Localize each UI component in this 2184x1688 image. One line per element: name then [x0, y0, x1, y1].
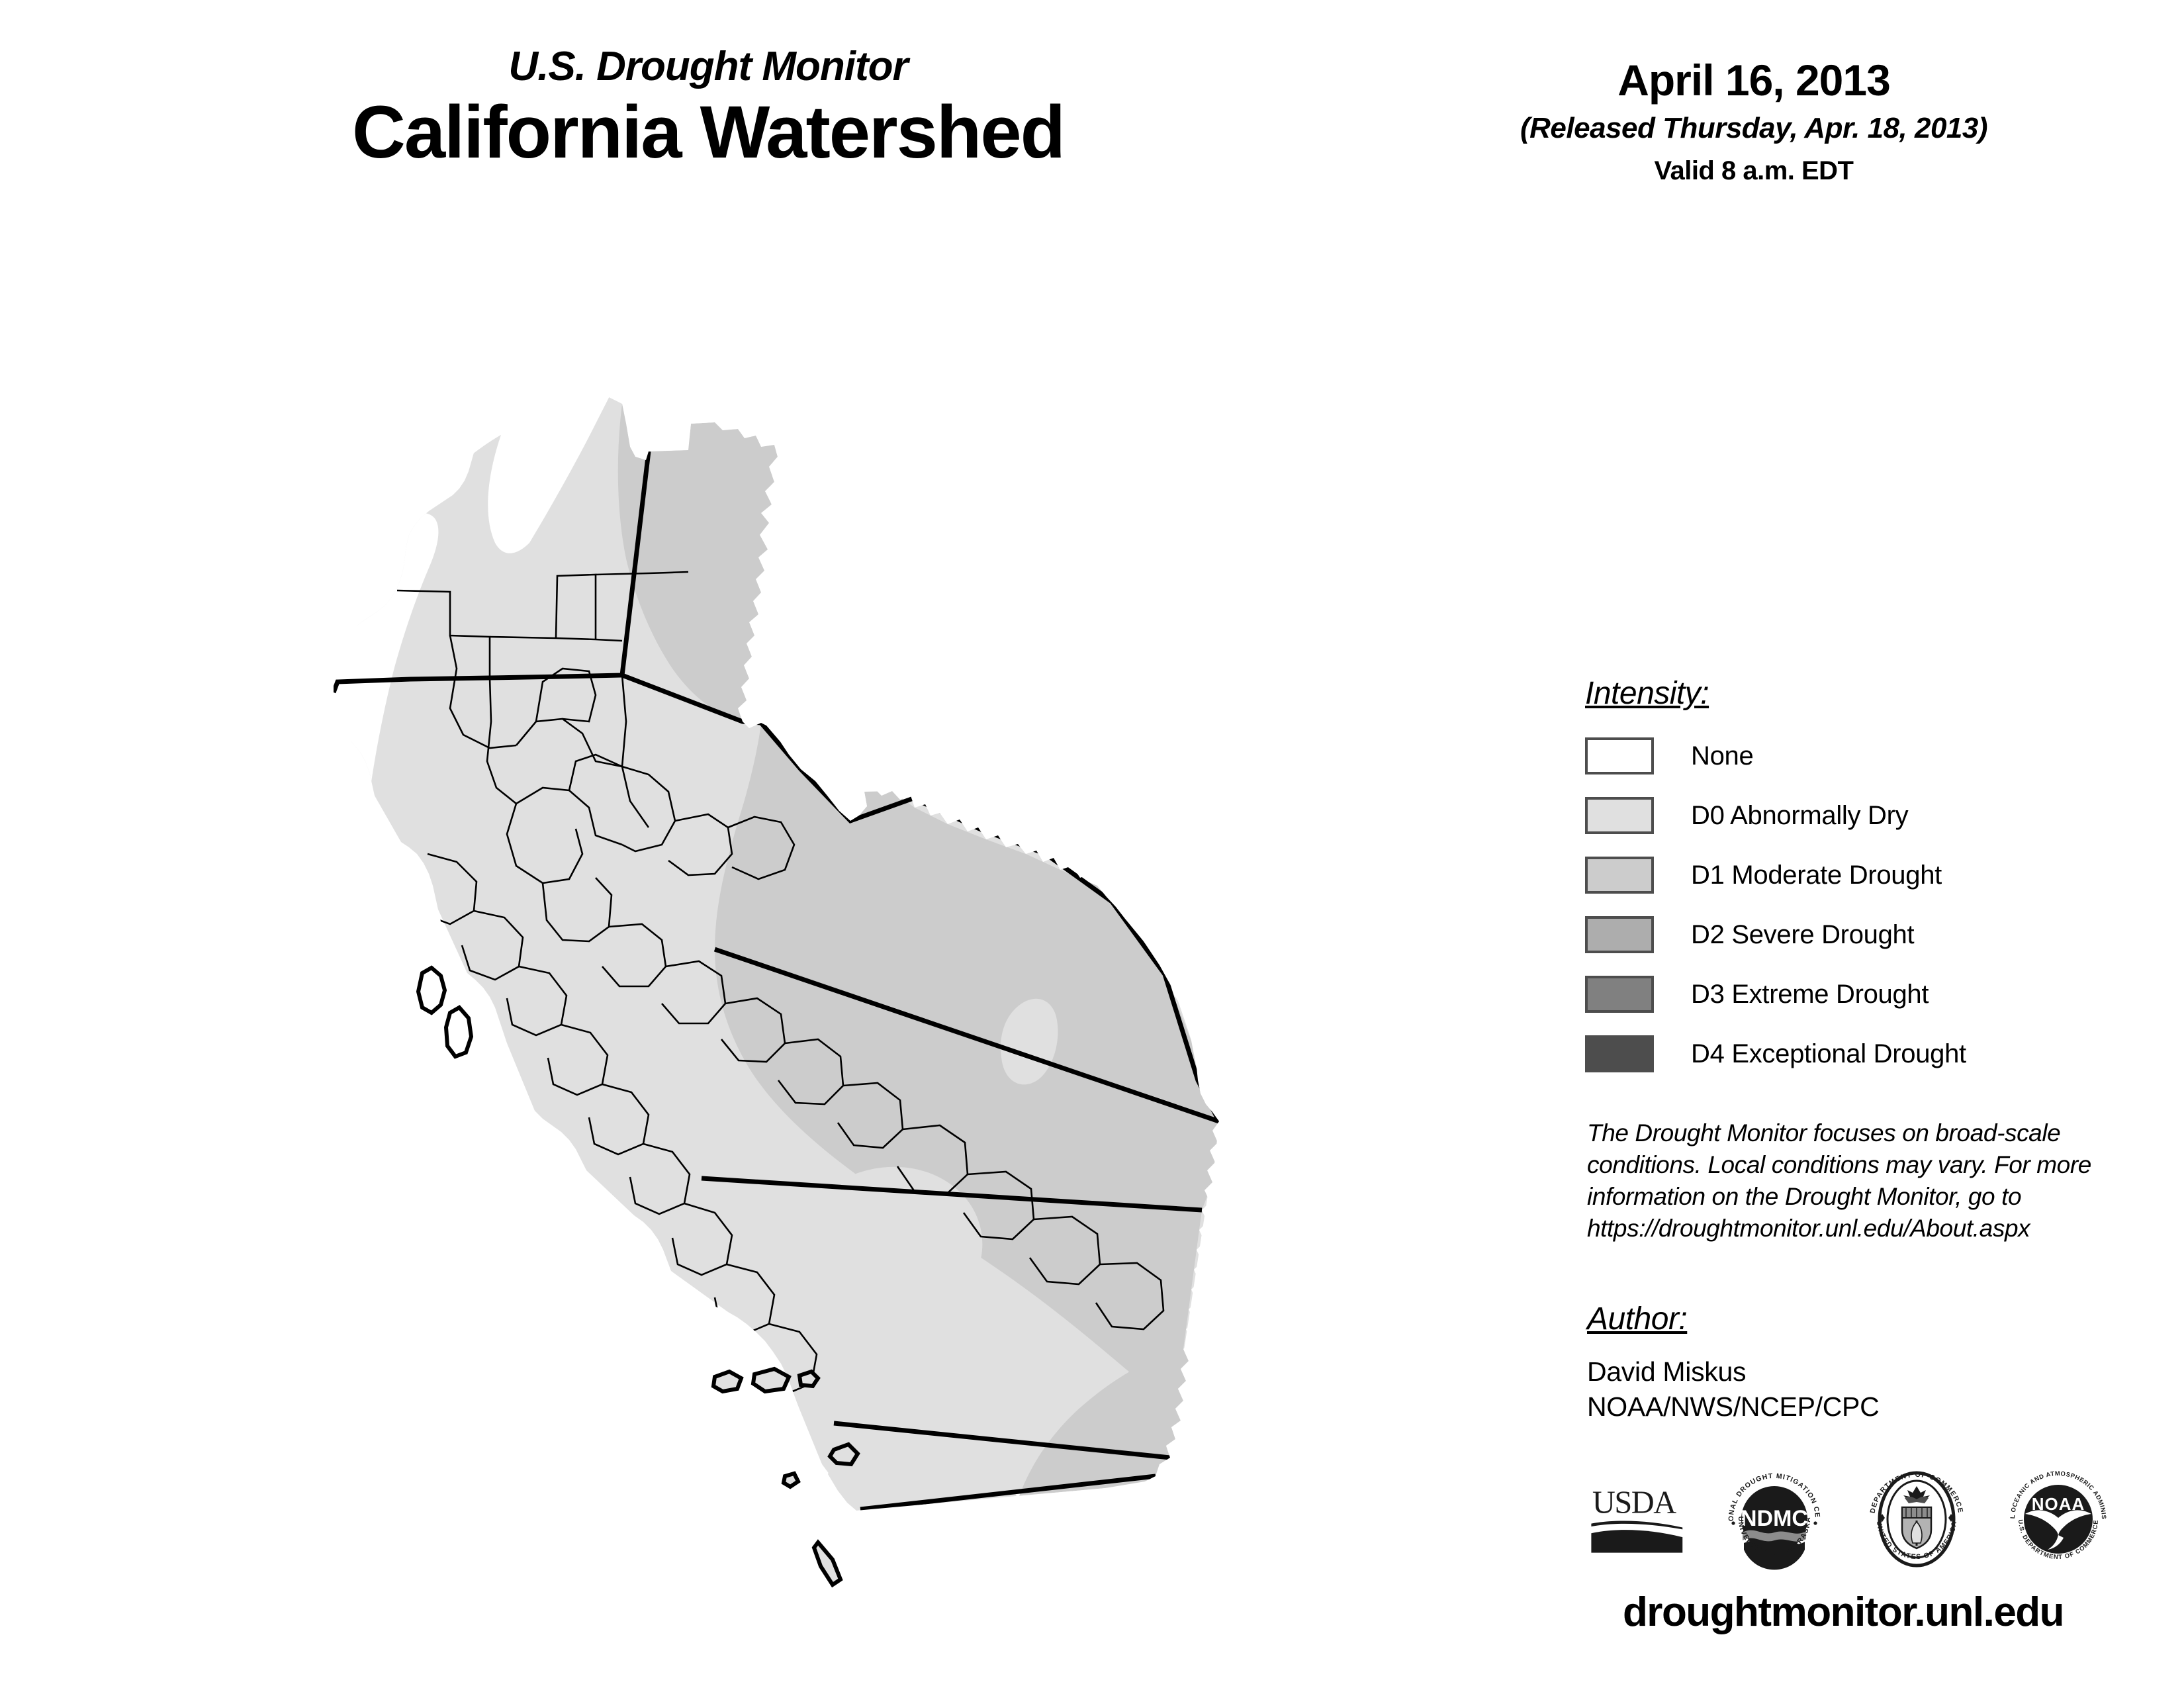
shade-d1-northeast	[617, 404, 778, 722]
author-name: David Miskus	[1587, 1356, 1747, 1387]
legend-heading: Intensity:	[1585, 676, 1709, 711]
logo-row: USDA NDMC NATIONAL DROUGHT MITIGATION CE…	[1588, 1460, 2111, 1579]
legend-label-d3: D3 Extreme Drought	[1691, 979, 1929, 1009]
drought-monitor-kicker: U.S. Drought Monitor	[508, 44, 908, 89]
legend-item-d4: D4 Exceptional Drought	[1585, 1031, 2088, 1077]
ndmc-logo: NDMC NATIONAL DROUGHT MITIGATION CENTER …	[1721, 1466, 1821, 1570]
footer-url: droughtmonitor.unl.edu	[1622, 1589, 2065, 1635]
shade-d0-san-joaquin-tongue	[809, 1166, 983, 1317]
doc-logo: DEPARTMENT OF COMMERCE UNITED STATES OF …	[1868, 1471, 1964, 1568]
legend-swatch-d4	[1585, 1035, 1654, 1072]
shade-d1-central	[715, 723, 1219, 1397]
legend-item-d3: D3 Extreme Drought	[1585, 971, 2088, 1017]
noaa-logo: NOAA NATIONAL OCEANIC AND ATMOSPHERIC AD…	[2005, 1466, 2107, 1560]
legend-label-d4: D4 Exceptional Drought	[1691, 1039, 1966, 1068]
header-right: April 16, 2013 (Released Thursday, Apr. …	[1443, 58, 2065, 184]
drought-map	[251, 324, 1284, 1609]
legend-label-d1: D1 Moderate Drought	[1691, 860, 1942, 890]
legend-swatch-none	[1585, 737, 1654, 774]
legend-swatch-d2	[1585, 916, 1654, 953]
channel-islands	[711, 1366, 860, 1588]
legend-item-d2: D2 Severe Drought	[1585, 912, 2088, 958]
header-left: U.S. Drought Monitor California Watershe…	[238, 46, 1178, 173]
svg-text:NOAA: NOAA	[2032, 1494, 2085, 1514]
legend-swatch-d1	[1585, 857, 1654, 894]
legend-label-d2: D2 Severe Drought	[1691, 919, 1915, 949]
author-heading: Author:	[1587, 1301, 1688, 1336]
valid-time: Valid 8 a.m. EDT	[1654, 156, 1854, 185]
san-francisco-bay	[416, 965, 474, 1059]
svg-text:USDA: USDA	[1592, 1485, 1676, 1520]
legend-item-none: None	[1585, 733, 2088, 779]
map-svg	[334, 348, 1219, 1588]
legend-swatch-d3	[1585, 976, 1654, 1013]
released-date: (Released Thursday, Apr. 18, 2013)	[1520, 112, 1988, 144]
shade-d0-south-coast	[825, 1432, 1017, 1511]
shade-d1-southeast	[1019, 1349, 1189, 1496]
legend-swatch-d0	[1585, 797, 1654, 834]
svg-text:NDMC: NDMC	[1741, 1506, 1808, 1531]
legend-label-d0: D0 Abnormally Dry	[1691, 800, 1909, 830]
author-block: Author: David Miskus NOAA/NWS/NCEP/CPC	[1587, 1301, 2130, 1425]
disclaimer-text: The Drought Monitor focuses on broad-sca…	[1587, 1119, 2091, 1243]
valid-date: April 16, 2013	[1617, 56, 1891, 105]
legend: Intensity: None D0 Abnormally Dry D1 Mod…	[1585, 675, 2088, 1090]
author-affiliation: NOAA/NWS/NCEP/CPC	[1587, 1391, 1880, 1423]
legend-item-d1: D1 Moderate Drought	[1585, 852, 2088, 898]
legend-label-none: None	[1691, 741, 1754, 771]
usda-logo: USDA	[1591, 1485, 1683, 1553]
legend-item-d0: D0 Abnormally Dry	[1585, 792, 2088, 839]
page-title: California Watershed	[351, 91, 1066, 173]
